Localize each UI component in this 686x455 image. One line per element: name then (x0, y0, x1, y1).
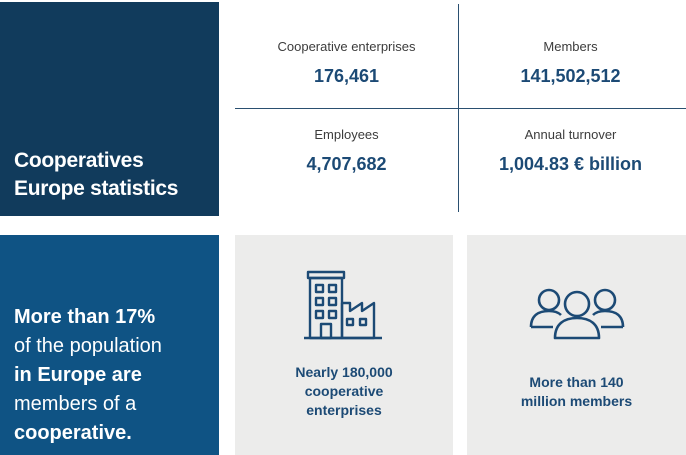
card-line: cooperative (304, 383, 384, 399)
factory-building-icon (235, 269, 453, 346)
card-enterprises: Nearly 180,000 cooperative enterprises (235, 235, 453, 455)
grid-divider-horizontal (235, 108, 686, 109)
population-line-5: cooperative. (14, 422, 132, 444)
people-group-icon (467, 287, 686, 346)
card-enterprises-text: Nearly 180,000 cooperative enterprises (235, 363, 453, 420)
stat-label: Employees (314, 127, 379, 142)
title-line-1: Cooperatives (14, 149, 144, 172)
card-line: enterprises (306, 402, 382, 418)
population-line-2: of the population (14, 335, 162, 357)
stat-label: Members (543, 39, 598, 54)
card-line: More than 140 (529, 374, 624, 390)
title-line-2: Europe statistics (14, 177, 179, 200)
stat-value: 141,502,512 (520, 66, 621, 86)
card-line: million members (520, 393, 633, 409)
page-title: Cooperatives Europe statistics (14, 147, 178, 203)
stat-label: Annual turnover (524, 127, 617, 142)
stat-annual-turnover: Annual turnover 1,004.83 € billion (459, 127, 682, 175)
stat-label: Cooperative enterprises (277, 39, 416, 54)
stat-value: 4,707,682 (306, 154, 387, 174)
card-members: More than 140 million members (467, 235, 686, 455)
population-statement: More than 17% of the population in Europ… (14, 303, 162, 448)
stat-employees: Employees 4,707,682 (235, 127, 458, 175)
stat-value: 1,004.83 € billion (498, 154, 643, 174)
population-panel: More than 17% of the population in Europ… (0, 235, 219, 455)
statistics-grid: Cooperative enterprises 176,461 Members … (235, 0, 686, 216)
stat-cooperative-enterprises: Cooperative enterprises 176,461 (235, 39, 458, 87)
card-line: Nearly 180,000 (295, 364, 393, 380)
title-panel: Cooperatives Europe statistics (0, 2, 219, 216)
population-line-4: members of a (14, 393, 137, 415)
population-line-3: in Europe are (14, 364, 142, 386)
stat-value: 176,461 (313, 66, 380, 86)
population-line-1: More than 17% (14, 306, 156, 328)
stat-members: Members 141,502,512 (459, 39, 682, 87)
card-members-text: More than 140 million members (467, 373, 686, 411)
